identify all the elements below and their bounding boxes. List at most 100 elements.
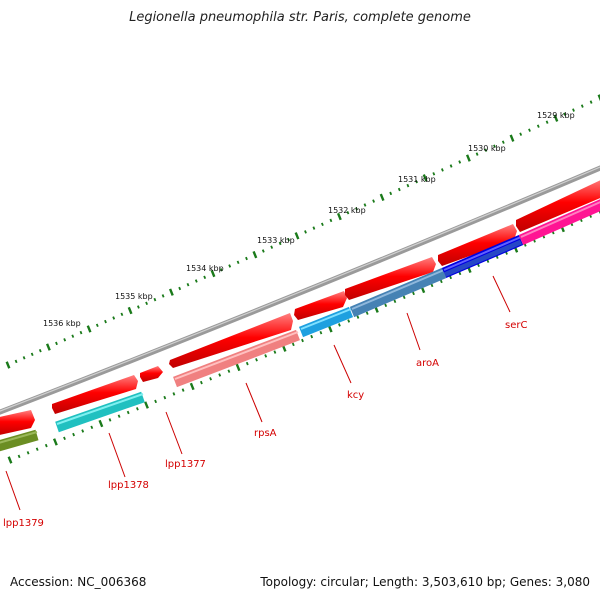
minor-tick-mark xyxy=(236,260,240,265)
gene-lpp1377-arrow[interactable] xyxy=(140,366,163,382)
tick-label-1531: 1531 kbp xyxy=(398,175,436,184)
minor-tick-mark xyxy=(14,359,18,364)
tick-label-1533: 1533 kbp xyxy=(257,236,295,245)
major-tick-mark xyxy=(127,306,133,315)
minor-tick-mark xyxy=(90,425,94,430)
minor-tick-mark xyxy=(81,429,85,433)
minor-tick-mark xyxy=(136,407,139,411)
minor-tick-mark xyxy=(186,282,190,287)
major-tick-mark xyxy=(189,382,195,391)
minor-tick-mark xyxy=(441,168,444,172)
minor-tick-mark xyxy=(365,311,369,315)
gene-label-rpsA[interactable]: rpsA xyxy=(254,428,277,439)
gene-serC-arrow[interactable] xyxy=(438,224,517,266)
minor-tick-mark xyxy=(536,124,540,128)
major-tick-mark xyxy=(294,232,300,240)
minor-tick-mark xyxy=(449,164,453,168)
minor-tick-mark xyxy=(203,275,207,280)
minor-tick-mark xyxy=(580,104,584,108)
minor-tick-mark xyxy=(291,342,295,347)
minor-tick-mark xyxy=(194,279,198,283)
minor-tick-mark xyxy=(261,249,265,253)
minor-tick-mark xyxy=(227,369,231,373)
major-tick-mark xyxy=(336,212,342,221)
minor-tick-mark xyxy=(117,414,121,418)
minor-tick-mark xyxy=(278,241,282,246)
minor-tick-mark xyxy=(406,183,410,188)
minor-tick-mark xyxy=(572,108,575,112)
gene-next-arrow[interactable] xyxy=(516,178,600,232)
major-tick-mark xyxy=(45,343,51,351)
minor-tick-mark xyxy=(264,354,268,358)
minor-tick-mark xyxy=(397,187,401,192)
minor-tick-mark xyxy=(112,316,116,320)
minor-tick-mark xyxy=(484,148,488,152)
minor-tick-mark xyxy=(356,315,360,319)
minor-tick-mark xyxy=(430,283,434,288)
gene-aroA-arrow[interactable] xyxy=(345,257,436,300)
minor-tick-mark xyxy=(63,436,66,441)
major-tick-mark xyxy=(210,269,216,278)
category-bar-serC-steel xyxy=(443,239,522,278)
minor-tick-mark xyxy=(218,373,222,377)
minor-tick-mark xyxy=(178,286,182,291)
major-tick-mark xyxy=(235,363,241,372)
minor-tick-mark xyxy=(312,226,316,230)
minor-tick-mark xyxy=(120,312,124,317)
minor-tick-mark xyxy=(458,271,462,276)
minor-tick-mark xyxy=(71,334,75,338)
major-tick-mark xyxy=(168,288,174,296)
gene-kcy-arrow[interactable] xyxy=(294,291,347,320)
minor-tick-mark xyxy=(475,152,479,156)
gene-label-lpp1377[interactable]: lpp1377 xyxy=(165,459,206,470)
category-bar-lpp1378 xyxy=(55,391,145,433)
gene-label-lpp1379[interactable]: lpp1379 xyxy=(3,518,44,529)
major-tick-mark xyxy=(379,193,385,201)
minor-tick-mark xyxy=(270,245,274,249)
minor-tick-mark xyxy=(153,297,157,302)
gene-label-serC[interactable]: serC xyxy=(505,320,527,331)
minor-tick-mark xyxy=(310,334,314,339)
minor-tick-mark xyxy=(163,395,167,400)
gene-lpp1379-arrow[interactable] xyxy=(0,410,35,436)
gene-label-kcy[interactable]: kcy xyxy=(347,390,364,401)
major-tick-mark xyxy=(327,325,333,333)
minor-tick-mark xyxy=(338,323,341,327)
minor-tick-mark xyxy=(321,222,324,227)
minor-tick-mark xyxy=(412,291,415,296)
tick-label-1530: 1530 kbp xyxy=(468,144,506,153)
genome-summary-text: Topology: circular; Length: 3,503,610 bp… xyxy=(260,575,590,589)
minor-tick-mark xyxy=(63,338,67,342)
minor-tick-mark xyxy=(72,432,75,437)
tick-label-1532: 1532 kbp xyxy=(328,206,366,215)
category-bar-kcy xyxy=(298,306,354,338)
major-tick-mark xyxy=(86,325,92,333)
minor-tick-mark xyxy=(589,100,593,104)
gene-label-aroA[interactable]: aroA xyxy=(416,358,439,369)
category-bar-next xyxy=(518,199,600,246)
category-bar-lpp1379 xyxy=(0,429,39,452)
minor-tick-mark xyxy=(458,160,462,164)
gene-rpsA-arrow[interactable] xyxy=(169,313,293,368)
minor-tick-mark xyxy=(55,341,58,346)
minor-tick-mark xyxy=(145,301,148,306)
gene-label-lpp1378[interactable]: lpp1378 xyxy=(108,480,149,491)
minor-tick-mark xyxy=(402,295,406,300)
minor-tick-mark xyxy=(44,443,48,448)
category-bar-aroA xyxy=(349,267,447,318)
minor-tick-mark xyxy=(301,338,304,343)
minor-tick-mark xyxy=(22,356,26,360)
minor-tick-mark xyxy=(439,279,443,284)
minor-tick-mark xyxy=(154,399,157,404)
major-tick-mark xyxy=(144,401,149,409)
minor-tick-mark xyxy=(26,451,30,455)
minor-tick-mark xyxy=(389,191,393,196)
minor-tick-mark xyxy=(432,172,436,176)
tick-label-1534: 1534 kbp xyxy=(186,264,224,273)
gene-lpp1378-arrow[interactable] xyxy=(52,375,138,414)
minor-tick-mark xyxy=(346,210,350,215)
tick-label-1529: 1529 kbp xyxy=(537,111,575,120)
minor-tick-mark xyxy=(415,179,418,184)
major-tick-mark xyxy=(52,438,58,446)
minor-tick-mark xyxy=(219,268,223,272)
